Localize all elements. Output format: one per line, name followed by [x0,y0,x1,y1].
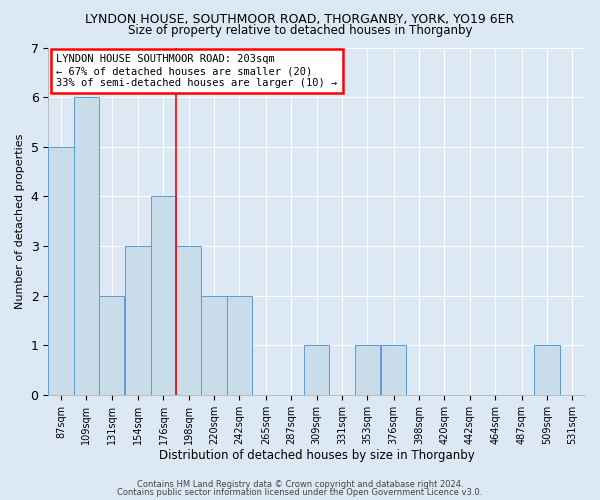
Bar [48,146,74,395]
Bar [304,345,329,395]
Text: LYNDON HOUSE, SOUTHMOOR ROAD, THORGANBY, YORK, YO19 6ER: LYNDON HOUSE, SOUTHMOOR ROAD, THORGANBY,… [85,12,515,26]
Text: LYNDON HOUSE SOUTHMOOR ROAD: 203sqm
← 67% of detached houses are smaller (20)
33: LYNDON HOUSE SOUTHMOOR ROAD: 203sqm ← 67… [56,54,338,88]
Bar [381,345,406,395]
Bar [99,296,124,395]
Bar [535,345,560,395]
Text: Contains public sector information licensed under the Open Government Licence v3: Contains public sector information licen… [118,488,482,497]
Text: Size of property relative to detached houses in Thorganby: Size of property relative to detached ho… [128,24,472,37]
Bar [151,196,176,395]
Bar [355,345,380,395]
Bar [202,296,227,395]
Bar [176,246,202,395]
Bar [125,246,151,395]
Bar [74,97,99,395]
Text: Contains HM Land Registry data © Crown copyright and database right 2024.: Contains HM Land Registry data © Crown c… [137,480,463,489]
Y-axis label: Number of detached properties: Number of detached properties [15,134,25,309]
X-axis label: Distribution of detached houses by size in Thorganby: Distribution of detached houses by size … [159,450,475,462]
Bar [227,296,252,395]
